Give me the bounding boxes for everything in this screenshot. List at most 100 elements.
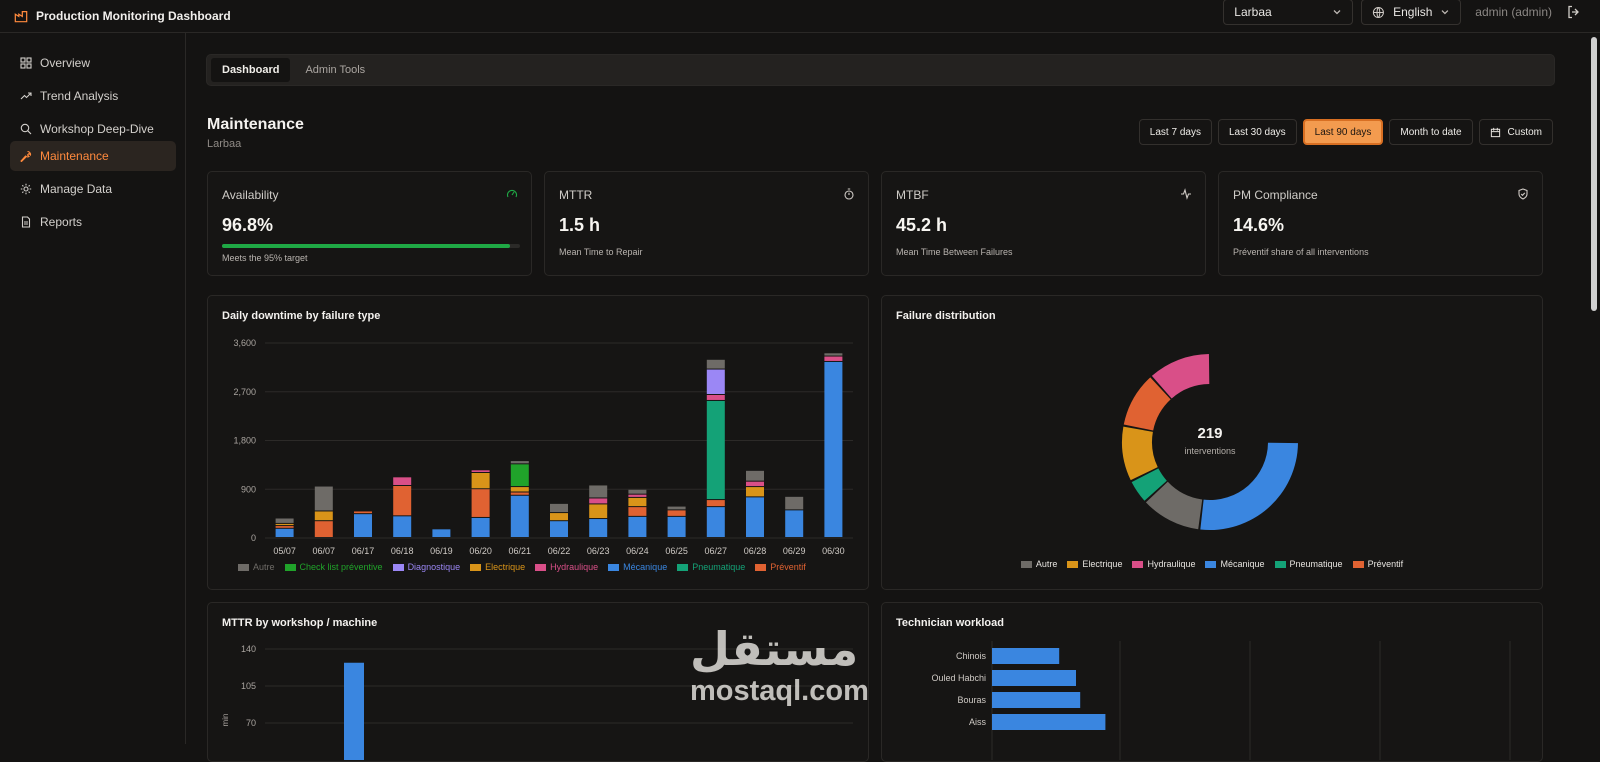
legend-item[interactable]: Pneumatique [1274,559,1343,569]
language-select[interactable]: English [1361,0,1462,25]
y-tick-label: 0 [251,533,256,543]
logout-icon[interactable] [1566,4,1582,20]
bar-segment [314,486,333,511]
legend-item[interactable]: Préventif [1352,559,1404,569]
tab-admin-tools[interactable]: Admin Tools [305,64,366,76]
stopwatch-icon [844,188,854,200]
legend-label: Pneumatique [1289,559,1343,569]
bar-segment [667,516,686,537]
legend-item[interactable]: Electrique [1067,559,1122,569]
range-custom-button[interactable]: Custom [1478,119,1553,145]
sidebar-item-label: Workshop Deep-Dive [40,122,154,136]
legend-item[interactable]: Mécanique [608,562,667,572]
bar [992,692,1081,708]
bar-segment [706,359,725,369]
x-tick-label: 06/27 [705,546,728,556]
y-tick-label: Chinois [956,651,987,661]
search-icon [20,123,32,135]
x-tick-label: 06/22 [548,546,571,556]
bar-segment [589,498,608,504]
bar-segment [550,513,568,521]
bar-segment [589,504,608,519]
bar-segment [314,511,333,521]
legend-label: Préventif [1367,559,1404,569]
legend-item[interactable]: Préventif [755,562,806,572]
legend-item[interactable]: Diagnostique [392,562,461,572]
range-last-90-days-button[interactable]: Last 90 days [1302,119,1384,145]
x-tick-label: 06/30 [822,546,845,556]
sidebar-item-label: Trend Analysis [40,89,119,103]
x-tick-label: 06/20 [469,546,492,556]
location-select[interactable]: Larbaa [1223,0,1354,25]
top-bar: Production Monitoring Dashboard Larbaa E… [0,0,1600,33]
kpi-label: Availability [222,188,279,202]
sidebar-item-manage-data[interactable]: Manage Data [10,174,176,204]
page-scrollbar[interactable] [1590,36,1598,738]
sidebar-item-overview[interactable]: Overview [10,48,176,78]
factory-icon [14,11,28,23]
legend-label: Hydraulique [550,562,599,572]
donut-slice [1200,442,1298,530]
bar-segment [785,510,804,537]
kpi-value: 45.2 h [896,215,948,235]
bar-segment [628,494,647,497]
kpi-value: 1.5 h [559,215,601,235]
sidebar-item-label: Overview [40,56,91,70]
range-month-to-date-button[interactable]: Month to date [1389,119,1473,145]
legend-item[interactable]: Electrique [470,562,525,572]
legend-item[interactable]: Hydraulique [1132,559,1195,569]
x-tick-label: 06/18 [391,546,414,556]
legend-item[interactable]: Pneumatique [677,562,745,572]
sidebar-item-label: Reports [40,215,83,229]
technician-workload-panel: Technician workload Chinois Ouled Habchi B… [881,602,1543,762]
bar-segment [628,507,647,516]
bar-segment [706,500,725,507]
y-tick-label: Aiss [969,717,987,727]
bar-segment [471,470,490,472]
legend-item[interactable]: Hydraulique [535,562,598,572]
brand: Production Monitoring Dashboard [0,9,231,23]
y-tick-label: 105 [241,681,256,691]
y-tick-label: 3,600 [233,338,256,348]
gauge-icon [506,189,518,198]
sidebar-item-trend-analysis[interactable]: Trend Analysis [10,81,176,111]
bar-segment [354,511,372,514]
sidebar-item-workshop-deep-dive[interactable]: Workshop Deep-Dive [10,114,176,144]
bar-segment [275,518,294,523]
bar-segment [589,485,608,498]
legend-item[interactable]: Autre [1020,559,1057,569]
legend-swatch [755,563,767,571]
bar-segment [628,489,647,494]
legend-item[interactable]: Mécanique [1205,559,1265,569]
kpi-label: MTBF [896,188,929,202]
legend-label: Hydraulique [1147,559,1196,569]
sidebar-item-maintenance[interactable]: Maintenance [10,141,176,171]
legend-label: Diagnostique [407,562,461,572]
x-tick-label: 06/28 [744,546,767,556]
user-name: admin (admin) [1475,5,1552,19]
bar-segment [706,369,725,394]
scrollbar-thumb[interactable] [1591,37,1597,311]
bar-segment [550,503,568,513]
legend-item[interactable]: Autre [238,562,275,572]
range-last-7-days-button[interactable]: Last 7 days [1138,119,1212,145]
bar-segment [510,487,529,492]
bar-segment [706,400,725,500]
bar-segment [746,487,764,497]
bar [992,648,1060,664]
wrench-icon [20,150,32,162]
legend-item[interactable]: Check list préventive [284,562,383,572]
chart-legend: Autre Electrique Hydraulique Mécanique Pneum… [1012,559,1412,569]
tab-dashboard[interactable]: Dashboard [211,58,291,82]
legend-swatch [1352,560,1364,568]
daily-downtime-panel: Daily downtime by failure type 0 900 1,800… [207,295,869,590]
sidebar-item-label: Maintenance [40,149,109,163]
trend-icon [20,92,32,100]
y-tick-label: 70 [246,718,256,728]
range-last-30-days-button[interactable]: Last 30 days [1217,119,1297,145]
y-tick-label: 900 [241,484,256,494]
donut-slice [1145,481,1203,530]
sidebar-item-reports[interactable]: Reports [10,207,176,237]
bar-segment [510,461,529,464]
bar [344,662,364,760]
